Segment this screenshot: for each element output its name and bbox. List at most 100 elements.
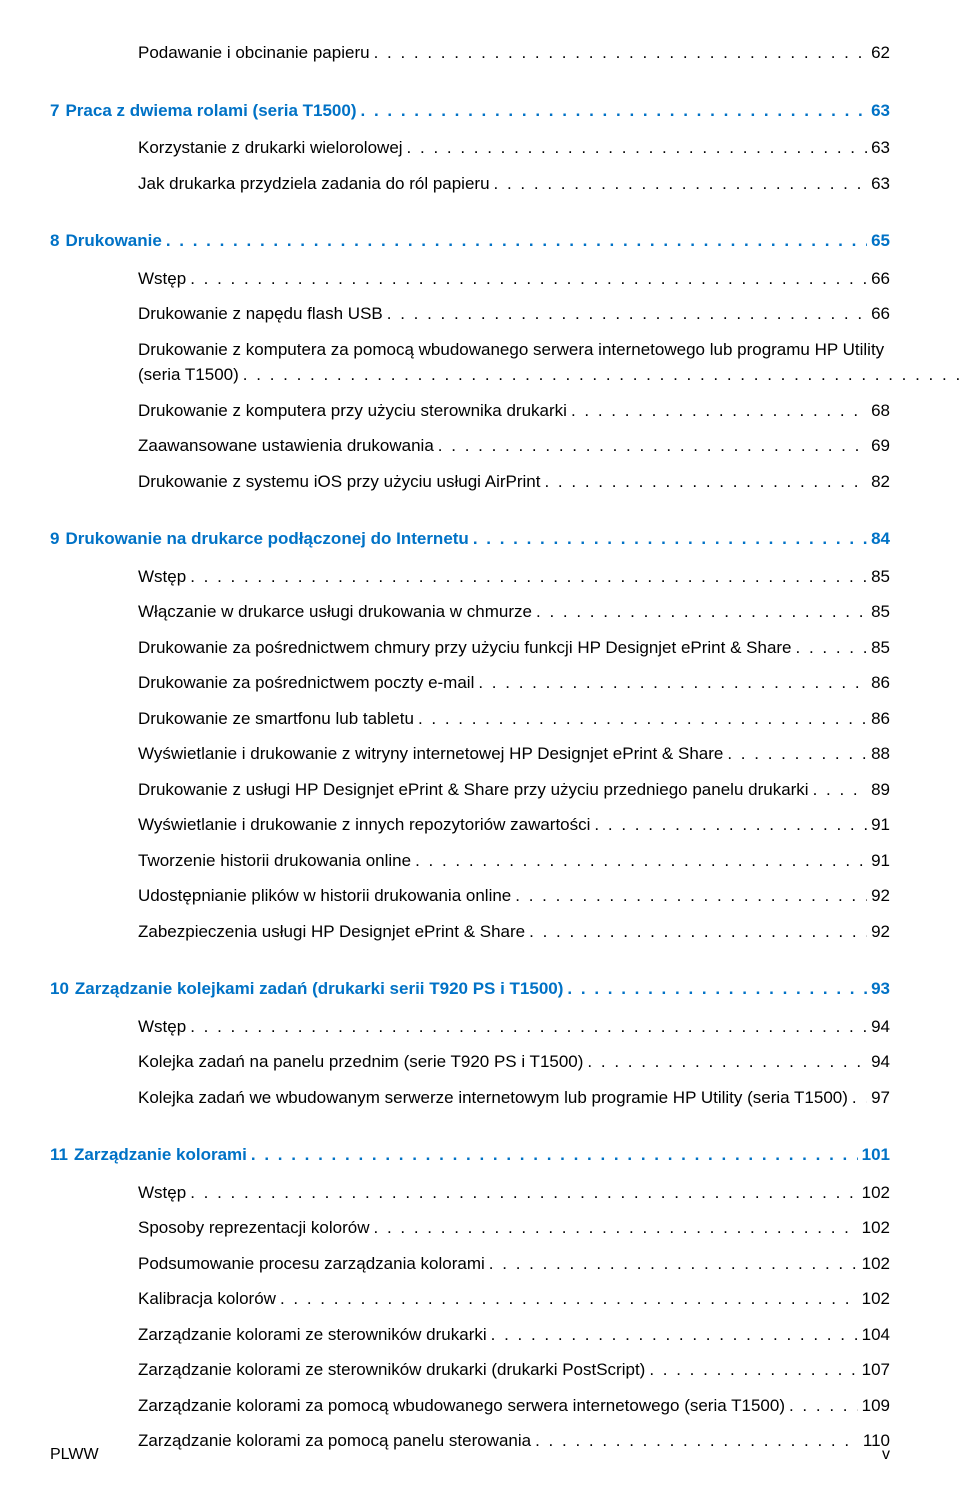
toc-leader-dots: . . . . . . . . . . . . . . . . . . . . …	[190, 564, 867, 590]
toc-chapter-page: 65	[871, 228, 890, 254]
toc-chapter: 7Praca z dwiema rolami (seria T1500). . …	[50, 98, 890, 124]
toc-entry-title: Kalibracja kolorów	[138, 1286, 276, 1312]
toc-chapter-number: 7	[50, 98, 59, 124]
toc-chapter-title: Zarządzanie kolejkami zadań (drukarki se…	[75, 976, 564, 1002]
toc-leader-dots: . . . . . . . . . . . . . . . . . . . . …	[478, 670, 867, 696]
toc-entry-page: 102	[862, 1286, 890, 1312]
toc-chapter-page: 101	[862, 1142, 890, 1168]
toc-entry: Włączanie w drukarce usługi drukowania w…	[138, 599, 890, 625]
toc-leader-dots: . . . . . . . . . . . . . . . . . . . . …	[536, 599, 867, 625]
toc-entry-title: Drukowanie ze smartfonu lub tabletu	[138, 706, 414, 732]
toc-leader-dots: . . . . . . . . . . . . . . . . . . . . …	[190, 266, 867, 292]
toc-leader-dots: . . . . . . . . . . . . . . . . . . . . …	[571, 398, 867, 424]
toc-entry-title: Wstęp	[138, 564, 186, 590]
toc-leader-dots: . . . . . . . . . . . . . . . . . . . . …	[852, 1085, 867, 1111]
toc-chapter-title: Drukowanie na drukarce podłączonej do In…	[65, 526, 468, 552]
toc-entry-page: 91	[871, 812, 890, 838]
toc-entry-page: 89	[871, 777, 890, 803]
toc-chapter-title: Praca z dwiema rolami (seria T1500)	[65, 98, 356, 124]
table-of-contents: Podawanie i obcinanie papieru. . . . . .…	[50, 40, 890, 1454]
toc-entry-title: Podsumowanie procesu zarządzania koloram…	[138, 1251, 485, 1277]
toc-entry-page: 66	[871, 301, 890, 327]
toc-entry-title: Wstęp	[138, 1180, 186, 1206]
toc-leader-dots: . . . . . . . . . . . . . . . . . . . . …	[587, 1049, 867, 1075]
toc-entry: Drukowanie za pośrednictwem poczty e-mai…	[138, 670, 890, 696]
toc-entry: Zabezpieczenia usługi HP Designjet ePrin…	[138, 919, 890, 945]
toc-entry-page: 62	[871, 40, 890, 66]
toc-entry-title: Kolejka zadań na panelu przednim (serie …	[138, 1049, 583, 1075]
footer-left: PLWW	[50, 1446, 99, 1464]
toc-entry-title: Drukowanie z napędu flash USB	[138, 301, 383, 327]
toc-leader-dots: . . . . . . . . . . . . . . . . . . . . …	[594, 812, 867, 838]
toc-entry-page: 85	[871, 564, 890, 590]
toc-entry-title: Wstęp	[138, 266, 186, 292]
toc-leader-dots: . . . . . . . . . . . . . . . . . . . . …	[529, 919, 867, 945]
toc-entry: Drukowanie za pośrednictwem chmury przy …	[138, 635, 890, 661]
toc-leader-dots: . . . . . . . . . . . . . . . . . . . . …	[190, 1180, 857, 1206]
toc-entry-page: 107	[862, 1357, 890, 1383]
toc-entry: Drukowanie z napędu flash USB. . . . . .…	[138, 301, 890, 327]
toc-leader-dots: . . . . . . . . . . . . . . . . . . . . …	[491, 1322, 858, 1348]
toc-entry-title: Wstęp	[138, 1014, 186, 1040]
toc-entry-page: 86	[871, 670, 890, 696]
toc-leader-dots: . . . . . . . . . . . . . . . . . . . . …	[251, 1142, 858, 1168]
toc-leader-dots: . . . . . . . . . . . . . . . . . . . . …	[567, 976, 867, 1002]
toc-entry-page: 97	[871, 1085, 890, 1111]
toc-leader-dots: . . . . . . . . . . . . . . . . . . . . …	[190, 1014, 867, 1040]
toc-entry: Wyświetlanie i drukowanie z witryny inte…	[138, 741, 890, 767]
toc-chapter-page: 84	[871, 526, 890, 552]
toc-entry-title: Sposoby reprezentacji kolorów	[138, 1215, 370, 1241]
toc-leader-dots: . . . . . . . . . . . . . . . . . . . . …	[243, 362, 960, 388]
toc-entry-page: 66	[871, 266, 890, 292]
toc-entry: Zaawansowane ustawienia drukowania. . . …	[138, 433, 890, 459]
toc-chapter: 9Drukowanie na drukarce podłączonej do I…	[50, 526, 890, 552]
toc-entry-page: 85	[871, 599, 890, 625]
toc-entry-page: 85	[871, 635, 890, 661]
toc-entry: Zarządzanie kolorami za pomocą wbudowane…	[138, 1393, 890, 1419]
toc-entry: Sposoby reprezentacji kolorów. . . . . .…	[138, 1215, 890, 1241]
page-footer: PLWW v	[50, 1446, 890, 1464]
toc-chapter-title: Zarządzanie kolorami	[74, 1142, 247, 1168]
toc-entry-page: 94	[871, 1049, 890, 1075]
toc-entry: Wyświetlanie i drukowanie z innych repoz…	[138, 812, 890, 838]
toc-entry-title: Drukowanie z usługi HP Designjet ePrint …	[138, 777, 809, 803]
toc-entry-title: Zarządzanie kolorami ze sterowników druk…	[138, 1357, 645, 1383]
toc-entry-title: Zabezpieczenia usługi HP Designjet ePrin…	[138, 919, 525, 945]
toc-entry-page: 69	[871, 433, 890, 459]
toc-entry: Kolejka zadań na panelu przednim (serie …	[138, 1049, 890, 1075]
toc-entry: Wstęp. . . . . . . . . . . . . . . . . .…	[138, 564, 890, 590]
toc-entry: Drukowanie ze smartfonu lub tabletu. . .…	[138, 706, 890, 732]
toc-entry-title: Kolejka zadań we wbudowanym serwerze int…	[138, 1085, 848, 1111]
toc-entry-page: 102	[862, 1215, 890, 1241]
toc-leader-dots: . . . . . . . . . . . . . . . . . . . . …	[374, 40, 868, 66]
toc-leader-dots: . . . . . . . . . . . . . . . . . . . . …	[649, 1357, 857, 1383]
toc-entry: Drukowanie z komputera przy użyciu stero…	[138, 398, 890, 424]
toc-entry-title: Zarządzanie kolorami ze sterowników druk…	[138, 1322, 487, 1348]
toc-entry: Udostępnianie plików w historii drukowan…	[138, 883, 890, 909]
toc-entry: Kalibracja kolorów. . . . . . . . . . . …	[138, 1286, 890, 1312]
toc-leader-dots: . . . . . . . . . . . . . . . . . . . . …	[813, 777, 867, 803]
toc-leader-dots: . . . . . . . . . . . . . . . . . . . . …	[407, 135, 868, 161]
toc-entry: Podsumowanie procesu zarządzania koloram…	[138, 1251, 890, 1277]
toc-entry-page: 82	[871, 469, 890, 495]
toc-entry: Kolejka zadań we wbudowanym serwerze int…	[138, 1085, 890, 1111]
toc-entry: Wstęp. . . . . . . . . . . . . . . . . .…	[138, 266, 890, 292]
toc-leader-dots: . . . . . . . . . . . . . . . . . . . . …	[361, 98, 868, 124]
toc-entry-title: Włączanie w drukarce usługi drukowania w…	[138, 599, 532, 625]
toc-entry-page: 88	[871, 741, 890, 767]
toc-chapter-number: 10	[50, 976, 69, 1002]
toc-leader-dots: . . . . . . . . . . . . . . . . . . . . …	[473, 526, 867, 552]
toc-entry: Drukowanie z komputera za pomocą wbudowa…	[138, 337, 890, 388]
toc-chapter-title: Drukowanie	[65, 228, 161, 254]
toc-entry-title: Drukowanie z systemu iOS przy użyciu usł…	[138, 469, 540, 495]
toc-leader-dots: . . . . . . . . . . . . . . . . . . . . …	[280, 1286, 858, 1312]
toc-chapter-number: 11	[50, 1142, 68, 1168]
toc-entry-title-continued: (seria T1500)	[138, 362, 239, 388]
toc-entry-page: 94	[871, 1014, 890, 1040]
toc-entry: Zarządzanie kolorami ze sterowników druk…	[138, 1322, 890, 1348]
toc-entry-title: Podawanie i obcinanie papieru	[138, 40, 370, 66]
toc-entry-page: 92	[871, 883, 890, 909]
toc-entry: Drukowanie z usługi HP Designjet ePrint …	[138, 777, 890, 803]
toc-entry: Zarządzanie kolorami ze sterowników druk…	[138, 1357, 890, 1383]
toc-leader-dots: . . . . . . . . . . . . . . . . . . . . …	[387, 301, 867, 327]
